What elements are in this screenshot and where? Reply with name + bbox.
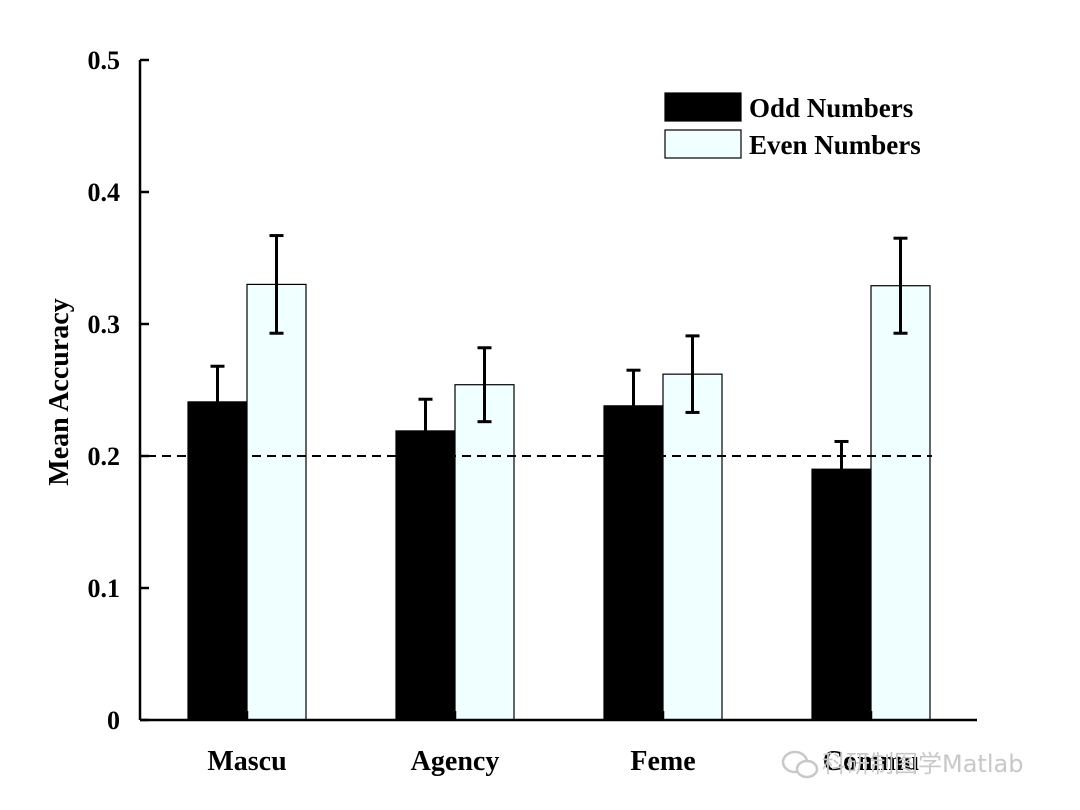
bar-odd-agency bbox=[395, 430, 456, 721]
x-tick-label-commu: Commu bbox=[823, 746, 919, 777]
bar-even-commu bbox=[870, 285, 931, 721]
bar-even-feme bbox=[662, 373, 723, 721]
bar-even-agency bbox=[454, 384, 515, 721]
error-bar-odd-mascu bbox=[210, 364, 225, 440]
error-bar-odd-feme bbox=[626, 368, 641, 443]
legend-label-odd: Odd Numbers bbox=[749, 93, 913, 123]
legend-swatch-odd bbox=[664, 92, 742, 122]
y-tick-label: 0.5 bbox=[88, 46, 121, 75]
legend-label-even: Even Numbers bbox=[749, 130, 921, 160]
watermark: 科研制图学Matlab bbox=[781, 750, 1023, 779]
bar-even-mascu bbox=[246, 283, 307, 721]
wechat-icon bbox=[781, 750, 819, 779]
y-tick-label: 0 bbox=[107, 706, 120, 735]
bar-odd-feme bbox=[603, 405, 664, 721]
y-tick-label: 0.4 bbox=[88, 178, 121, 207]
axes-layer: 0 0.1 0.2 0.3 0.4 0.5 Mascu Agency Feme Commu bbox=[88, 46, 977, 777]
error-bar-even-mascu bbox=[269, 234, 284, 335]
watermark-text: 科研制图学Matlab bbox=[822, 750, 1023, 778]
error-bars-layer bbox=[210, 234, 908, 499]
error-bar-even-feme bbox=[685, 334, 700, 414]
x-tick-label-agency: Agency bbox=[411, 746, 500, 777]
error-bar-even-agency bbox=[477, 346, 492, 424]
x-tick-label-feme: Feme bbox=[630, 746, 695, 777]
error-bar-odd-agency bbox=[418, 397, 433, 465]
bar-odd-mascu bbox=[187, 401, 248, 721]
y-tick-label: 0.2 bbox=[88, 442, 121, 471]
error-bar-odd-commu bbox=[834, 439, 849, 499]
bar-odd-commu bbox=[811, 468, 872, 721]
bars-layer bbox=[187, 283, 931, 721]
x-tick-label-mascu: Mascu bbox=[207, 746, 286, 777]
legend: Odd Numbers Even Numbers bbox=[664, 92, 921, 160]
legend-swatch-even bbox=[664, 129, 742, 159]
y-tick-label: 0.3 bbox=[88, 310, 121, 339]
error-bar-even-commu bbox=[893, 236, 908, 335]
y-axis-title: Mean Accuracy bbox=[44, 298, 75, 485]
y-tick-label: 0.1 bbox=[88, 574, 121, 603]
